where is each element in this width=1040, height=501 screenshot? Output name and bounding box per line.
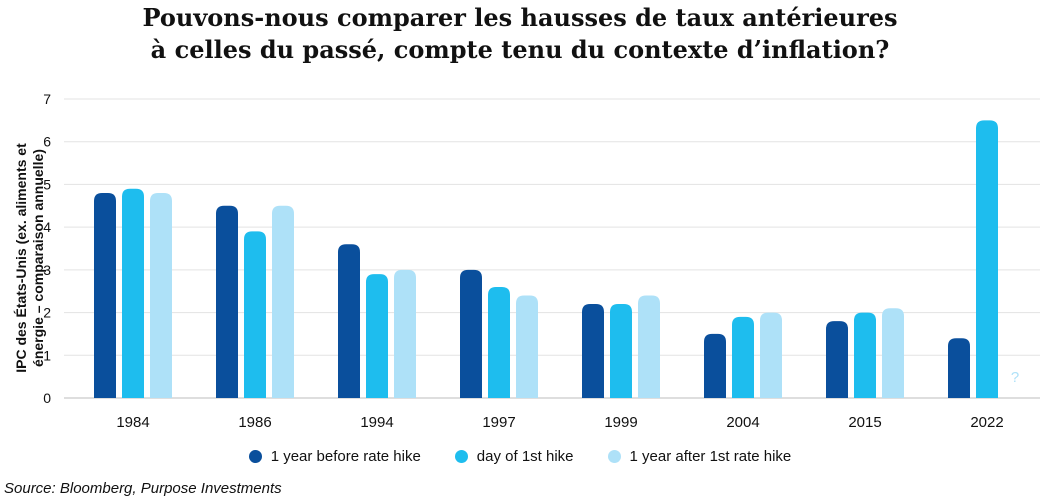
bar-1999-series-3 <box>638 295 660 398</box>
bar-1994-series-3 <box>394 269 416 398</box>
annotation-question-mark: ? <box>1011 369 1019 386</box>
y-tick-label: 1 <box>43 347 51 363</box>
bar-1994-series-1 <box>338 244 360 398</box>
bar-1999-series-2 <box>610 304 632 398</box>
x-tick-label: 1984 <box>116 414 149 431</box>
bar-2004-series-1 <box>704 333 726 398</box>
bar-2022-series-1 <box>948 338 970 398</box>
bar-1984-series-3 <box>150 192 172 398</box>
bar-2015-series-1 <box>826 321 848 398</box>
y-tick-label: 6 <box>43 134 51 150</box>
legend-item-before: 1 year before rate hike <box>248 448 421 465</box>
bar-1986-series-3 <box>272 205 294 398</box>
x-tick-label: 2022 <box>970 414 1003 431</box>
x-tick-label: 1986 <box>238 414 271 431</box>
bar-2022-series-2 <box>976 120 998 398</box>
bar-1986-series-1 <box>216 205 238 398</box>
x-tick-label: 2004 <box>726 414 759 431</box>
x-tick-label: 2015 <box>848 414 881 431</box>
bar-1994-series-2 <box>366 274 388 398</box>
legend-swatch-day-of <box>454 450 468 463</box>
bar-2015-series-3 <box>882 308 904 398</box>
legend-item-after: 1 year after 1st rate hike <box>607 448 792 465</box>
bar-1997-series-3 <box>516 295 538 398</box>
bar-2015-series-2 <box>854 312 876 398</box>
bar-1984-series-2 <box>122 188 144 398</box>
x-tick-label: 1997 <box>482 414 515 431</box>
x-tick-label: 1994 <box>360 414 393 431</box>
y-tick-label: 2 <box>43 305 51 321</box>
y-tick-label: 4 <box>43 219 51 235</box>
y-tick-label: 5 <box>43 176 51 192</box>
bar-2004-series-2 <box>732 316 754 398</box>
legend-item-day-of: day of 1st hike <box>454 448 574 465</box>
bar-1986-series-2 <box>244 231 266 398</box>
y-tick-label: 7 <box>43 91 51 107</box>
chart-title-line-1: Pouvons-nous comparer les hausses de tau… <box>142 3 898 32</box>
legend: 1 year before rate hike day of 1st hike … <box>0 448 1040 465</box>
x-tick-label: 1999 <box>604 414 637 431</box>
source-note: Source: Bloomberg, Purpose Investments <box>4 480 282 497</box>
legend-swatch-after <box>607 450 621 463</box>
bar-2004-series-3 <box>760 312 782 398</box>
bar-1984-series-1 <box>94 192 116 398</box>
legend-swatch-before <box>248 450 262 463</box>
chart-title-line-2: à celles du passé, compte tenu du contex… <box>150 35 890 64</box>
y-tick-label: 0 <box>43 390 51 406</box>
y-tick-label: 3 <box>43 262 51 278</box>
bar-1997-series-2 <box>488 286 510 398</box>
chart-title: Pouvons-nous comparer les hausses de tau… <box>0 2 1040 66</box>
bar-1997-series-1 <box>460 269 482 398</box>
legend-label-before: 1 year before rate hike <box>270 448 421 465</box>
legend-label-day-of: day of 1st hike <box>476 448 574 465</box>
bar-1999-series-1 <box>582 304 604 398</box>
legend-label-after: 1 year after 1st rate hike <box>629 448 792 465</box>
